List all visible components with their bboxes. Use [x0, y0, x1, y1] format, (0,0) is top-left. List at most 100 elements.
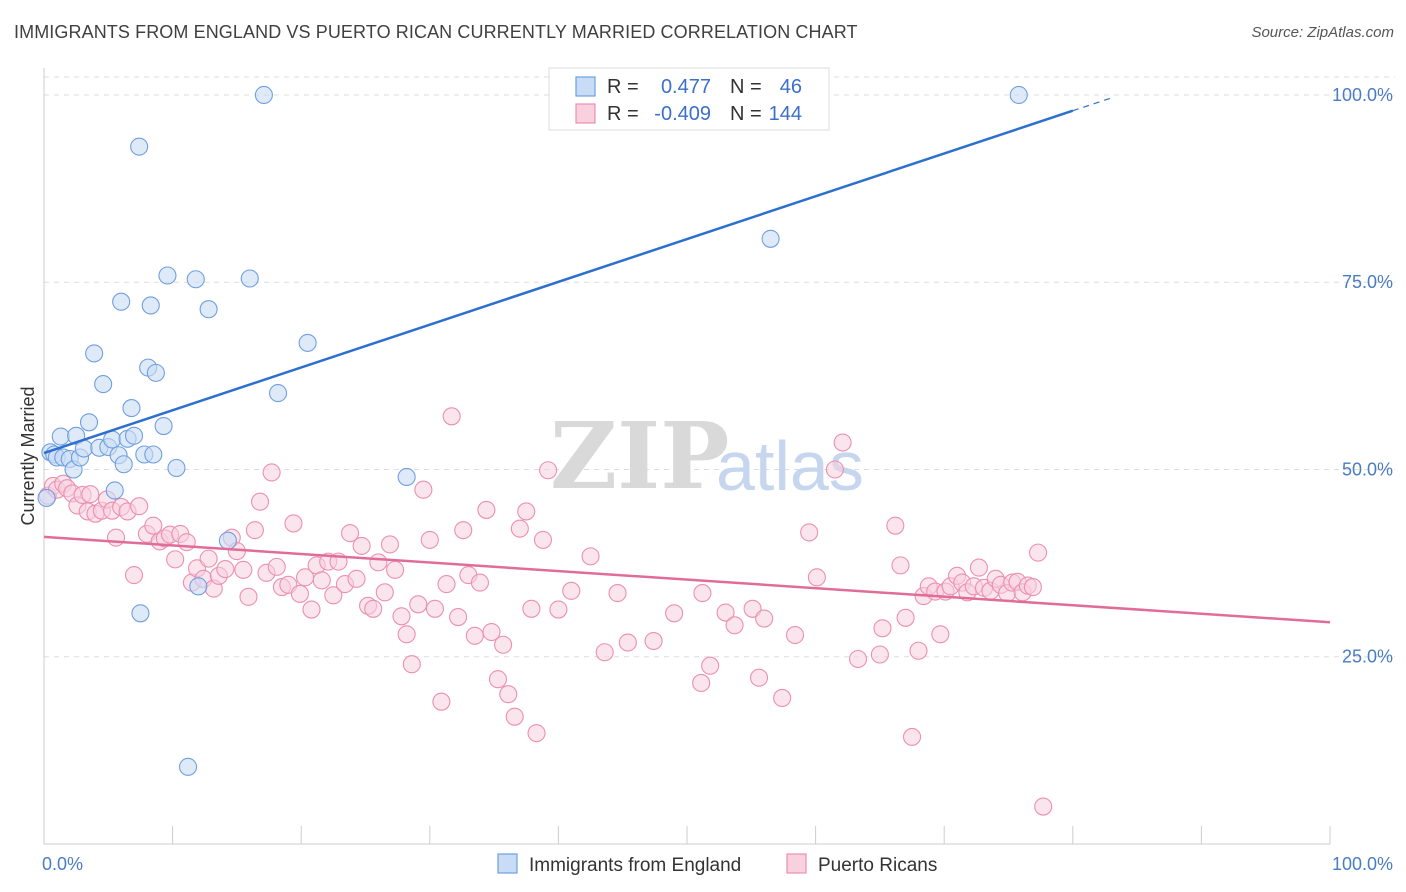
point-england-38 [240, 269, 259, 288]
point-england-43 [131, 604, 150, 623]
trend-line-england [43, 109, 1074, 455]
point-england-19 [112, 292, 131, 311]
point-puerto-ricans-67 [409, 595, 428, 614]
point-england-22 [122, 399, 141, 418]
point-puerto-ricans-102 [716, 603, 735, 622]
point-england-36 [199, 300, 218, 319]
point-england-14 [94, 375, 113, 394]
point-puerto-ricans-57 [352, 536, 371, 555]
point-puerto-ricans-95 [608, 584, 627, 603]
point-puerto-ricans-30 [199, 549, 218, 568]
watermark-zip: ZIP [550, 402, 729, 510]
point-puerto-ricans-131 [969, 558, 988, 577]
point-england-27 [144, 445, 163, 464]
point-england-12 [85, 344, 104, 363]
point-puerto-ricans-37 [239, 587, 258, 606]
point-england-37 [218, 531, 237, 550]
point-puerto-ricans-104 [743, 599, 762, 618]
point-puerto-ricans-62 [380, 535, 399, 554]
point-puerto-ricans-141 [1023, 578, 1042, 597]
bottom-legend-swatch-pink [786, 853, 807, 874]
tick-labels: 25.0% 50.0% 75.0% 100.0% 0.0% 100.0% [42, 85, 1393, 874]
point-puerto-ricans-26 [177, 533, 196, 552]
point-puerto-ricans-89 [533, 530, 553, 549]
point-england-39 [254, 85, 273, 105]
point-puerto-ricans-78 [470, 573, 490, 592]
point-puerto-ricans-124 [931, 625, 950, 644]
point-england-20 [114, 455, 133, 474]
point-puerto-ricans-33 [216, 560, 235, 579]
point-puerto-ricans-143 [1034, 797, 1053, 816]
point-puerto-ricans-52 [324, 586, 343, 605]
point-puerto-ricans-94 [595, 643, 614, 662]
point-puerto-ricans-56 [347, 569, 366, 588]
bottom-legend-label-puerto-ricans: Puerto Ricans [818, 855, 937, 876]
point-puerto-ricans-93 [581, 547, 600, 566]
point-puerto-ricans-96 [618, 633, 637, 652]
point-england-44 [761, 229, 780, 248]
y-tick-label-100: 100.0% [1332, 85, 1393, 105]
point-england-0 [37, 488, 56, 508]
point-puerto-ricans-119 [902, 727, 922, 746]
point-puerto-ricans-69 [420, 530, 439, 549]
bottom-legend-label-england: Immigrants from England [529, 855, 741, 876]
legend-swatch-pink [575, 103, 596, 124]
point-puerto-ricans-71 [432, 692, 451, 711]
point-puerto-ricans-17 [124, 566, 144, 585]
point-puerto-ricans-36 [234, 560, 253, 579]
point-puerto-ricans-60 [369, 553, 388, 572]
point-puerto-ricans-84 [505, 707, 524, 726]
x-tick-label-0: 0.0% [42, 854, 83, 874]
y-tick-label-75: 75.0% [1342, 272, 1393, 292]
point-puerto-ricans-83 [499, 685, 518, 704]
point-puerto-ricans-18 [130, 497, 149, 516]
chart-title: IMMIGRANTS FROM ENGLAND VS PUERTO RICAN … [14, 22, 858, 42]
point-england-35 [189, 577, 208, 596]
point-puerto-ricans-113 [848, 649, 868, 669]
legend-box [548, 67, 830, 131]
point-puerto-ricans-61 [375, 583, 394, 602]
point-puerto-ricans-41 [262, 463, 281, 482]
point-puerto-ricans-115 [873, 619, 892, 638]
correlation-legend: R = 0.477 N = 46 R = -0.409 N = 144 [548, 67, 830, 131]
legend-n-value-1: 46 [780, 76, 802, 98]
point-puerto-ricans-80 [482, 622, 501, 642]
point-puerto-ricans-117 [891, 556, 910, 575]
series-puerto-ricans-points [38, 407, 1053, 816]
point-puerto-ricans-68 [414, 480, 433, 499]
point-puerto-ricans-91 [549, 600, 568, 619]
point-england-32 [167, 458, 186, 478]
point-puerto-ricans-20 [144, 516, 163, 535]
y-tick-label-50: 50.0% [1342, 459, 1393, 479]
point-puerto-ricans-118 [896, 608, 915, 627]
point-puerto-ricans-38 [245, 521, 264, 540]
point-puerto-ricans-97 [644, 631, 663, 651]
point-england-23 [124, 426, 144, 445]
legend-swatch-blue [575, 76, 596, 97]
point-puerto-ricans-85 [510, 519, 529, 538]
x-tick-label-100: 100.0% [1332, 854, 1393, 874]
point-puerto-ricans-100 [693, 584, 712, 603]
legend-n-label-2: N = [730, 103, 762, 125]
point-puerto-ricans-103 [725, 616, 744, 635]
point-puerto-ricans-42 [267, 557, 286, 576]
point-puerto-ricans-142 [1029, 543, 1048, 562]
point-puerto-ricans-99 [692, 673, 711, 693]
point-puerto-ricans-107 [773, 688, 792, 707]
point-puerto-ricans-110 [807, 568, 826, 587]
legend-r-label-1: R = [607, 76, 639, 98]
point-puerto-ricans-116 [886, 516, 905, 535]
point-puerto-ricans-101 [701, 656, 720, 675]
point-puerto-ricans-109 [800, 523, 819, 542]
point-puerto-ricans-77 [465, 626, 484, 645]
legend-r-value-2: -0.409 [654, 103, 711, 125]
point-puerto-ricans-111 [825, 460, 844, 479]
point-england-4 [51, 427, 70, 446]
point-england-17 [105, 481, 124, 500]
bottom-legend-swatch-blue [497, 853, 518, 874]
point-england-45 [1009, 85, 1028, 105]
legend-n-value-2: 144 [769, 103, 802, 125]
y-axis-title: Currently Married [18, 386, 38, 525]
point-puerto-ricans-64 [392, 607, 411, 626]
